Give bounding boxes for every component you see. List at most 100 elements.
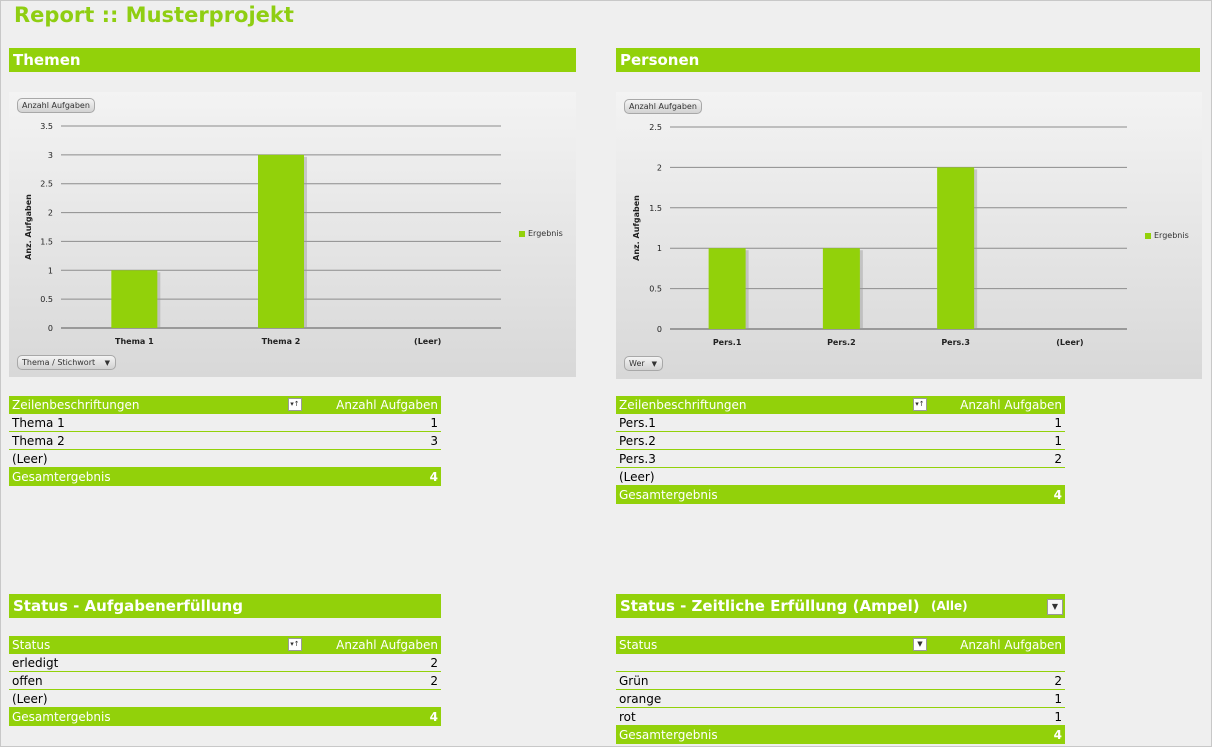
x-tick-label: Pers.2 [827, 338, 856, 347]
dropdown-arrow-icon[interactable]: ▼ [1047, 599, 1063, 615]
y-tick-label: 0 [48, 324, 53, 333]
header-row-labels: Zeilenbeschriftungen [619, 398, 747, 412]
y-tick-label: 0.5 [649, 285, 662, 294]
row-value: 1 [1054, 692, 1062, 706]
row-label: offen [12, 674, 43, 688]
y-tick-label: 0 [657, 325, 662, 334]
pivot-table-ampel: Status ▼ Anzahl Aufgaben Grün 2 orange 1 r… [616, 636, 1065, 744]
page-title: Report :: Musterprojekt [14, 3, 294, 27]
pivot-header: Status ▾↑ Anzahl Aufgaben [9, 636, 441, 654]
section-title: Status - Zeitliche Erfüllung (Ampel) [620, 597, 920, 615]
header-row-labels: Status [619, 638, 658, 652]
x-tick-label: Pers.3 [941, 338, 970, 347]
dropdown-arrow-icon: ▼ [104, 359, 110, 367]
y-tick-label: 1 [48, 266, 53, 275]
bar [822, 248, 860, 329]
table-row[interactable]: (Leer) [9, 450, 441, 468]
dropdown-arrow-icon[interactable]: ▼ [913, 638, 927, 651]
legend-swatch [1145, 232, 1151, 239]
pivot-table-personen: Zeilenbeschriftungen ▾↑ Anzahl Aufgaben … [616, 396, 1065, 504]
row-value: 1 [1054, 710, 1062, 724]
axis-field-button[interactable]: Thema / Stichwort ▼ [17, 355, 116, 370]
y-tick-label: 0.5 [40, 295, 53, 304]
row-value: 3 [430, 434, 438, 448]
chart-themen[interactable]: Anzahl Aufgaben 0 0.5 1 1.5 2 2.5 3 3.5 Anz. Auf… [9, 92, 576, 377]
row-value: 2 [430, 656, 438, 670]
header-row-labels: Zeilenbeschriftungen [12, 398, 140, 412]
filter-sort-icon[interactable]: ▾↑ [288, 398, 302, 411]
table-row[interactable]: Pers.1 1 [616, 414, 1065, 432]
table-row[interactable]: rot 1 [616, 708, 1065, 726]
x-tick-label: (Leer) [414, 337, 441, 346]
y-axis-label: Anz. Aufgaben [24, 194, 33, 260]
section-header-personen: Personen [616, 48, 1200, 72]
legend-label: Ergebnis [528, 229, 563, 238]
value-field-label: Anzahl Aufgaben [22, 101, 90, 110]
y-tick-label: 3.5 [40, 122, 53, 131]
row-value: 1 [1054, 416, 1062, 430]
legend-item: Ergebnis [519, 229, 563, 238]
row-label: (Leer) [12, 452, 48, 466]
header-count: Anzahl Aufgaben [336, 638, 438, 652]
filter-sort-icon[interactable]: ▾↑ [913, 398, 927, 411]
row-label: (Leer) [12, 692, 48, 706]
row-value: 1 [430, 416, 438, 430]
y-tick-label: 2.5 [649, 123, 662, 132]
filter-sort-icon[interactable]: ▾↑ [288, 638, 302, 651]
row-label: Pers.1 [619, 416, 656, 430]
section-header-status-ampel: Status - Zeitliche Erfüllung (Ampel) (Al… [616, 594, 1065, 618]
row-value: 2 [430, 674, 438, 688]
y-axis-label: Anz. Aufgaben [632, 195, 641, 261]
total-value: 4 [1053, 488, 1062, 502]
section-header-status-aufgaben: Status - Aufgabenerfüllung [9, 594, 441, 618]
bar [708, 248, 746, 329]
row-label: erledigt [12, 656, 59, 670]
row-label: Thema 2 [12, 434, 65, 448]
pivot-table-themen: Zeilenbeschriftungen ▾↑ Anzahl Aufgaben … [9, 396, 441, 486]
value-field-button[interactable]: Anzahl Aufgaben [624, 99, 702, 114]
value-field-button[interactable]: Anzahl Aufgaben [17, 98, 95, 113]
y-tick-label: 2.5 [40, 180, 53, 189]
table-row[interactable]: erledigt 2 [9, 654, 441, 672]
bar [937, 167, 975, 329]
table-row[interactable]: orange 1 [616, 690, 1065, 708]
total-row: Gesamtergebnis 4 [616, 486, 1065, 504]
axis-field-button[interactable]: Wer ▼ [624, 356, 663, 371]
table-row[interactable] [616, 654, 1065, 672]
section-header-themen: Themen [9, 48, 576, 72]
total-label: Gesamtergebnis [12, 710, 111, 724]
table-row[interactable]: offen 2 [9, 672, 441, 690]
row-label: rot [619, 710, 636, 724]
total-row: Gesamtergebnis 4 [9, 468, 441, 486]
table-row[interactable]: Grün 2 [616, 672, 1065, 690]
ampel-filter-value: (Alle) [931, 599, 968, 613]
chart-personen[interactable]: Anzahl Aufgaben 0 0.5 1 1.5 2 2.5 Anz. Aufgabe… [616, 92, 1202, 379]
total-value: 4 [429, 710, 438, 724]
y-tick-label: 1.5 [40, 237, 53, 246]
x-tick-label: Thema 1 [115, 337, 154, 346]
pivot-header: Zeilenbeschriftungen ▾↑ Anzahl Aufgaben [616, 396, 1065, 414]
legend-item: Ergebnis [1145, 231, 1189, 240]
chart-personen-plot: 0 0.5 1 1.5 2 2.5 Anz. Aufgaben Pers.1 Pers.2 Per… [632, 123, 1127, 347]
table-row[interactable]: (Leer) [9, 690, 441, 708]
row-label: Pers.2 [619, 434, 656, 448]
total-row: Gesamtergebnis 4 [9, 708, 441, 726]
axis-field-label: Wer [629, 359, 645, 368]
dropdown-arrow-icon: ▼ [651, 360, 657, 368]
table-row[interactable]: Pers.2 1 [616, 432, 1065, 450]
row-value: 2 [1054, 674, 1062, 688]
y-tick-label: 1.5 [649, 204, 662, 213]
table-row[interactable]: Thema 2 3 [9, 432, 441, 450]
pivot-header: Status ▼ Anzahl Aufgaben [616, 636, 1065, 654]
legend-swatch [519, 230, 525, 237]
y-tick-label: 2 [48, 209, 53, 218]
table-row[interactable]: (Leer) [616, 468, 1065, 486]
table-row[interactable]: Pers.3 2 [616, 450, 1065, 468]
y-tick-label: 2 [657, 163, 662, 172]
chart-themen-plot: 0 0.5 1 1.5 2 2.5 3 3.5 Anz. Aufgaben Thema 1 Them… [24, 122, 501, 346]
x-tick-label: (Leer) [1056, 338, 1083, 347]
header-row-labels: Status [12, 638, 51, 652]
x-tick-label: Pers.1 [713, 338, 742, 347]
bar [258, 154, 304, 328]
table-row[interactable]: Thema 1 1 [9, 414, 441, 432]
